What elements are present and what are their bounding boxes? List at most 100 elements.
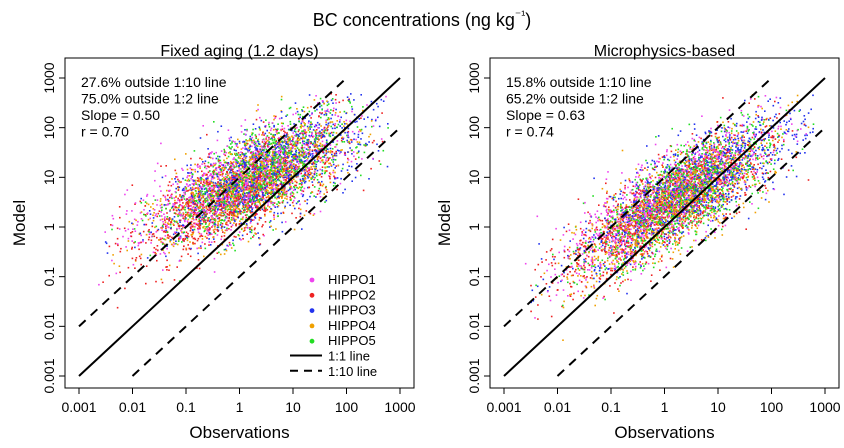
data-point-hippo1 [264, 189, 266, 191]
data-point-hippo2 [287, 171, 290, 174]
data-point-hippo2 [298, 117, 300, 120]
data-point-hippo5 [250, 231, 253, 234]
data-point-hippo1 [352, 151, 355, 153]
data-point-hippo4 [245, 144, 248, 146]
data-point-hippo5 [288, 107, 291, 110]
data-point-hippo1 [152, 195, 155, 197]
data-point-hippo4 [320, 135, 323, 137]
data-point-hippo1 [272, 183, 275, 186]
data-point-hippo1 [152, 251, 155, 254]
data-point-hippo3 [173, 216, 176, 218]
data-point-hippo4 [277, 167, 279, 170]
data-point-hippo1 [236, 187, 239, 190]
data-point-hippo3 [202, 161, 204, 163]
figure-title: BC concentrations (ng kg⁻¹) [313, 8, 531, 30]
data-point-hippo4 [281, 162, 284, 164]
data-point-hippo3 [348, 165, 350, 167]
data-point-hippo2 [220, 205, 223, 207]
data-point-hippo4 [241, 186, 244, 188]
data-point-hippo2 [229, 208, 232, 211]
data-point-hippo4 [280, 189, 283, 192]
data-point-hippo2 [216, 193, 218, 196]
data-point-hippo4 [177, 207, 179, 209]
data-point-hippo1 [173, 197, 175, 199]
data-point-hippo5 [316, 161, 318, 163]
data-point-hippo5 [263, 181, 266, 183]
data-point-hippo2 [119, 271, 121, 274]
data-point-hippo4 [126, 249, 128, 252]
data-point-hippo3 [227, 162, 230, 164]
data-point-hippo5 [252, 128, 254, 131]
data-point-hippo2 [274, 168, 276, 170]
data-point-hippo4 [317, 137, 319, 139]
data-point-hippo5 [184, 209, 186, 211]
data-point-hippo2 [286, 132, 288, 134]
data-point-hippo5 [297, 113, 300, 116]
data-point-hippo4 [238, 166, 240, 169]
data-point-hippo2 [256, 150, 259, 152]
data-point-hippo4 [285, 153, 288, 155]
data-point-hippo4 [212, 196, 215, 198]
data-point-hippo5 [222, 207, 225, 209]
data-point-hippo1 [270, 177, 272, 179]
data-point-hippo1 [278, 162, 280, 165]
data-point-hippo4 [247, 240, 250, 243]
data-point-hippo2 [268, 192, 270, 194]
data-point-hippo1 [308, 148, 311, 150]
data-point-hippo1 [197, 231, 200, 233]
data-point-hippo4 [249, 193, 252, 196]
data-point-hippo1 [266, 142, 269, 145]
data-point-hippo3 [185, 217, 187, 219]
data-point-hippo2 [340, 139, 343, 142]
data-point-hippo4 [193, 193, 195, 196]
data-point-hippo5 [235, 154, 237, 157]
data-point-hippo4 [205, 174, 207, 176]
data-point-hippo3 [327, 122, 330, 125]
data-point-hippo3 [358, 118, 361, 120]
data-point-hippo1 [185, 205, 188, 207]
data-point-hippo3 [172, 233, 175, 236]
data-point-hippo2 [235, 224, 237, 227]
data-point-hippo2 [202, 204, 205, 206]
data-point-hippo3 [256, 199, 258, 201]
data-point-hippo5 [296, 186, 298, 189]
data-point-hippo5 [188, 199, 191, 201]
figure-title-close: ) [525, 10, 531, 30]
data-point-hippo2 [196, 180, 199, 182]
data-point-hippo2 [320, 176, 323, 178]
data-point-hippo4 [203, 214, 206, 217]
data-point-hippo5 [308, 110, 311, 113]
data-point-hippo5 [257, 199, 259, 201]
data-point-hippo1 [210, 241, 213, 243]
data-point-hippo5 [175, 242, 177, 245]
data-point-hippo3 [254, 200, 257, 202]
data-point-hippo3 [190, 189, 193, 191]
data-point-hippo4 [160, 241, 162, 243]
data-point-hippo2 [182, 238, 184, 240]
data-point-hippo4 [306, 174, 309, 176]
data-point-hippo3 [209, 207, 212, 210]
data-point-hippo5 [265, 148, 268, 151]
data-point-hippo4 [204, 227, 206, 230]
data-point-hippo5 [301, 186, 304, 188]
data-point-hippo1 [125, 246, 127, 248]
data-point-hippo2 [310, 117, 312, 119]
data-point-hippo2 [171, 236, 173, 239]
data-point-hippo2 [180, 181, 182, 183]
data-point-hippo3 [209, 189, 211, 192]
data-point-hippo1 [312, 152, 314, 155]
data-point-hippo2 [302, 190, 305, 193]
data-point-hippo4 [273, 115, 275, 117]
data-point-hippo4 [272, 156, 274, 159]
data-point-hippo5 [183, 231, 185, 233]
data-point-hippo3 [284, 156, 286, 159]
data-point-hippo1 [174, 191, 177, 193]
data-point-hippo2 [378, 160, 381, 162]
data-point-hippo3 [304, 160, 307, 162]
data-point-hippo1 [271, 122, 274, 124]
data-point-hippo1 [255, 168, 257, 170]
data-point-hippo2 [246, 187, 248, 189]
data-point-hippo1 [227, 186, 229, 188]
data-point-hippo5 [236, 152, 238, 155]
data-point-hippo1 [228, 163, 230, 165]
